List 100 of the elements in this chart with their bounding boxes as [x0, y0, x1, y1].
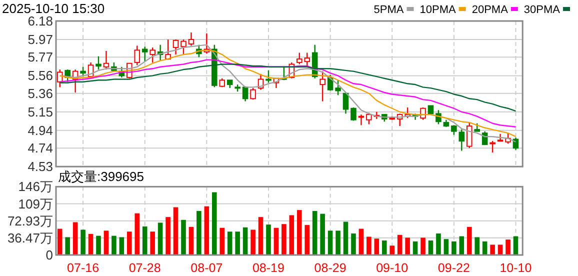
bar — [328, 230, 333, 255]
bar — [166, 217, 170, 255]
candlestick — [188, 32, 194, 46]
bar — [196, 210, 202, 255]
bar — [88, 234, 94, 255]
bar — [336, 230, 340, 255]
y-tick-label: 5.56 — [28, 68, 53, 84]
y-tick-label: 146万 — [18, 179, 53, 194]
bar — [242, 227, 248, 255]
bar — [343, 222, 348, 255]
candlestick — [490, 140, 496, 154]
y-tick-label: 36.47万 — [7, 230, 53, 246]
bar — [366, 236, 372, 255]
legend-label: 5PMA — [374, 4, 404, 16]
candlestick — [320, 70, 326, 102]
bar — [420, 238, 426, 255]
bar — [72, 222, 78, 255]
candlestick — [142, 46, 148, 62]
bar — [134, 213, 140, 255]
candlestick — [358, 114, 364, 126]
bar — [382, 240, 387, 255]
bar — [482, 241, 488, 255]
bar — [397, 234, 402, 255]
bar — [119, 237, 124, 255]
bar — [274, 228, 279, 255]
candlestick — [512, 136, 519, 150]
bar — [65, 237, 70, 255]
bar — [490, 244, 495, 255]
bar — [351, 233, 356, 255]
bar — [513, 236, 518, 255]
bar — [181, 220, 186, 255]
y-tick-label: 5.15 — [28, 104, 53, 120]
legend-label: 10PMA — [420, 4, 456, 16]
candlestick — [458, 128, 465, 152]
bar — [212, 192, 217, 255]
bar — [235, 232, 240, 255]
y-tick-label: 5.77 — [28, 50, 53, 65]
bar — [304, 225, 310, 255]
candlestick — [56, 68, 63, 88]
bar — [112, 236, 116, 255]
bar — [227, 232, 232, 255]
bar — [57, 228, 62, 255]
bar — [266, 224, 271, 255]
candlestick — [466, 122, 472, 149]
y-tick-label: 4.94 — [28, 122, 53, 138]
legend-label: 20PMA — [472, 4, 509, 16]
bar — [250, 230, 256, 255]
x-tick-label: 08-29 — [314, 261, 346, 275]
bar — [220, 228, 225, 255]
bar — [474, 237, 480, 255]
candlestick — [103, 50, 110, 70]
x-tick-label: 09-22 — [438, 261, 470, 275]
bar — [289, 215, 294, 255]
bar — [80, 230, 86, 255]
x-tick-label: 09-10 — [376, 261, 408, 275]
bar — [104, 230, 109, 255]
bar — [282, 224, 286, 255]
candlestick — [350, 106, 356, 122]
y-tick-label: 109万 — [18, 196, 53, 212]
bar — [466, 226, 472, 255]
bar — [296, 210, 302, 255]
y-tick-label: 4.53 — [28, 159, 53, 174]
y-tick-label: 0 — [46, 248, 53, 262]
bar — [436, 233, 441, 255]
candlestick — [250, 87, 256, 100]
chart-title: 成交量:399695 — [58, 169, 144, 184]
bar — [158, 222, 163, 255]
bar — [498, 244, 503, 255]
x-tick-label: 10-10 — [500, 261, 532, 275]
candlestick — [96, 56, 102, 70]
x-tick-label: 07-16 — [67, 261, 100, 275]
bar — [188, 226, 194, 255]
candlestick — [335, 80, 341, 96]
chart-title: 2025-10-10 15:30 — [2, 1, 105, 16]
candlestick — [172, 38, 179, 56]
bar — [320, 214, 325, 255]
bar — [506, 240, 510, 255]
bar — [173, 207, 178, 255]
bar — [459, 236, 464, 255]
y-tick-label: 4.74 — [28, 140, 53, 156]
bar — [204, 206, 210, 255]
candlestick — [342, 92, 349, 114]
candlestick — [420, 106, 426, 120]
x-tick-label: 08-19 — [252, 261, 285, 275]
bar — [96, 236, 101, 255]
x-tick-label: 07-28 — [128, 261, 161, 275]
bar — [412, 241, 418, 255]
bar — [390, 246, 395, 255]
candlestick — [266, 70, 272, 84]
candlestick — [150, 46, 156, 64]
bar — [127, 232, 132, 255]
y-tick-label: 5.97 — [28, 32, 53, 48]
candlestick — [451, 124, 457, 136]
y-tick-label: 5.36 — [28, 86, 53, 101]
bar — [444, 239, 449, 255]
bar — [452, 241, 456, 255]
legend-label: 30PMA — [524, 4, 561, 16]
y-tick-label: 6.18 — [28, 14, 53, 28]
bar — [258, 217, 264, 255]
bar — [405, 238, 410, 255]
